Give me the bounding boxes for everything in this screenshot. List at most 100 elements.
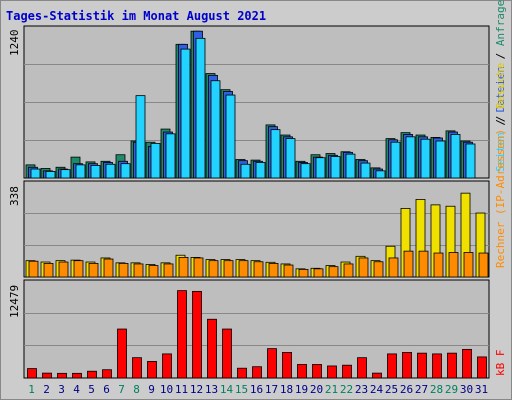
bar-kbf-6 (102, 369, 112, 379)
x-tick-label-15: 15 (235, 383, 248, 396)
bar-rechner-13 (208, 260, 219, 278)
bar-seiten-29 (450, 134, 461, 179)
panel-visits (23, 180, 490, 278)
chart-title: Tages-Statistik im Monat August 2021 (6, 9, 266, 23)
bar-kbf-17 (267, 348, 277, 379)
x-tick-label-18: 18 (280, 383, 293, 396)
legend-seiten: Seiten (494, 132, 507, 172)
bar-kbf-20 (312, 364, 322, 379)
panel-kbf (23, 279, 490, 379)
bar-rechner-5 (88, 262, 99, 278)
bar-rechner-2 (43, 262, 54, 278)
x-tick-label-23: 23 (355, 383, 368, 396)
legend-middle: Rechner (IP-Adressen) / Besuche (494, 63, 507, 268)
x-tick-label-20: 20 (310, 383, 323, 396)
legend-kbf: kB F (494, 350, 507, 377)
bar-rechner-16 (253, 261, 264, 278)
bar-kbf-15 (237, 367, 247, 379)
bar-rechner-10 (163, 263, 174, 278)
x-tick-label-2: 2 (43, 383, 50, 396)
bar-kbf-14 (222, 328, 232, 379)
bar-seiten-25 (390, 141, 401, 179)
bar-seiten-14 (225, 94, 236, 179)
x-tick-label-31: 31 (475, 383, 488, 396)
bar-rechner-14 (223, 260, 234, 278)
bar-kbf-21 (327, 365, 337, 379)
ymax-label-top: 1240 (8, 30, 21, 57)
legend-rechner: Rechner (IP-Adressen) (494, 129, 507, 268)
bar-rechner-26 (403, 250, 414, 278)
bar-rechner-19 (298, 268, 309, 278)
bar-seiten-19 (300, 163, 311, 179)
x-tick-label-21: 21 (325, 383, 338, 396)
bar-seiten-30 (465, 143, 476, 179)
bar-rechner-30 (463, 252, 474, 278)
bar-kbf-4 (72, 372, 82, 379)
x-tick-label-28: 28 (430, 383, 443, 396)
bar-seiten-16 (255, 162, 266, 179)
x-tick-label-1: 1 (28, 383, 35, 396)
bar-kbf-19 (297, 364, 307, 379)
x-tick-label-16: 16 (250, 383, 263, 396)
bar-kbf-13 (207, 318, 217, 379)
bar-rechner-11 (178, 257, 189, 278)
x-tick-label-19: 19 (295, 383, 308, 396)
bar-kbf-31 (477, 356, 487, 379)
bar-seiten-24 (375, 170, 386, 179)
bar-rechner-20 (313, 268, 324, 278)
bar-seiten-18 (285, 138, 296, 179)
bar-kbf-3 (57, 372, 67, 379)
bar-seiten-6 (105, 163, 116, 179)
bar-seiten-9 (150, 142, 161, 179)
x-tick-label-11: 11 (175, 383, 188, 396)
bar-seiten-5 (90, 165, 101, 179)
bar-rechner-24 (373, 261, 384, 278)
bar-seiten-21 (330, 156, 341, 179)
bar-seiten-12 (195, 37, 206, 179)
bar-kbf-10 (162, 353, 172, 379)
x-tick-label-10: 10 (160, 383, 173, 396)
bar-rechner-28 (433, 252, 444, 278)
legend-sep-1: / (494, 46, 507, 66)
bar-kbf-27 (417, 352, 427, 379)
x-tick-label-17: 17 (265, 383, 278, 396)
legend-sep-2: / (494, 112, 507, 132)
bar-seiten-27 (420, 138, 431, 179)
bar-kbf-7 (117, 328, 127, 379)
x-tick-label-14: 14 (220, 383, 234, 396)
x-tick-label-6: 6 (103, 383, 110, 396)
bar-kbf-1 (27, 368, 37, 379)
bar-rechner-27 (418, 250, 429, 278)
bar-kbf-9 (147, 361, 157, 379)
bar-rechner-1 (28, 260, 39, 278)
x-tick-label-30: 30 (460, 383, 473, 396)
bar-rechner-31 (478, 252, 489, 278)
bar-kbf-26 (402, 351, 412, 379)
bar-seiten-23 (360, 162, 371, 179)
bar-rechner-12 (193, 257, 204, 278)
x-tick-label-3: 3 (58, 383, 65, 396)
bar-seiten-26 (405, 136, 416, 179)
bar-rechner-18 (283, 264, 294, 278)
x-tick-label-5: 5 (88, 383, 95, 396)
bar-seiten-2 (45, 171, 56, 179)
bar-rechner-15 (238, 260, 249, 278)
bar-rechner-7 (118, 262, 129, 278)
bar-seiten-22 (345, 153, 356, 179)
bar-kbf-22 (342, 364, 352, 379)
bar-seiten-28 (435, 140, 446, 179)
bar-seiten-4 (75, 164, 86, 179)
bar-kbf-16 (252, 366, 262, 379)
x-tick-label-9: 9 (148, 383, 155, 396)
x-tick-label-24: 24 (370, 383, 384, 396)
x-tick-label-8: 8 (133, 383, 140, 396)
x-tick-label-13: 13 (205, 383, 218, 396)
bar-rechner-6 (103, 258, 114, 278)
bar-rechner-21 (328, 266, 339, 278)
legend-besuche: Besuche (494, 63, 507, 109)
ymax-label-middle: 338 (8, 186, 21, 206)
bar-seiten-8 (135, 95, 146, 179)
x-tick-label-27: 27 (415, 383, 428, 396)
x-tick-label-12: 12 (190, 383, 203, 396)
